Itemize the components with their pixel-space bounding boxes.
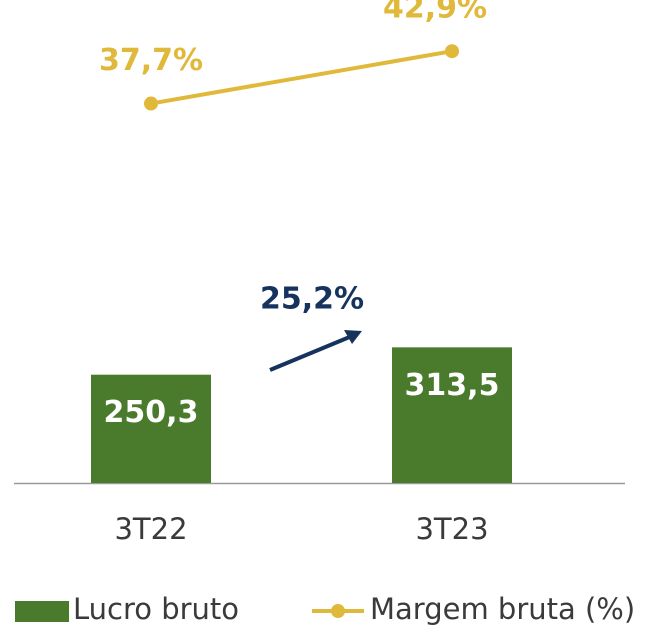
growth-arrow-head <box>344 330 362 344</box>
legend-label: Margem bruta (%) <box>370 592 635 626</box>
legend-swatch-dot <box>331 604 345 618</box>
x-tick-label: 3T22 <box>114 512 187 546</box>
data-label: 37,7% <box>99 43 203 78</box>
line-point <box>144 96 158 111</box>
legend-swatch <box>15 601 69 622</box>
data-label: 313,5 <box>405 368 500 403</box>
growth-annotation: 25,2% <box>260 282 364 317</box>
growth-arrow <box>269 334 353 372</box>
line <box>150 49 453 106</box>
data-label: 250,3 <box>104 395 199 430</box>
line-point <box>445 44 459 59</box>
bar <box>392 347 512 483</box>
x-tick-label: 3T23 <box>415 512 488 546</box>
data-label: 42,9% <box>383 0 487 26</box>
legend-label: Lucro bruto <box>73 592 239 626</box>
bar <box>91 374 211 483</box>
